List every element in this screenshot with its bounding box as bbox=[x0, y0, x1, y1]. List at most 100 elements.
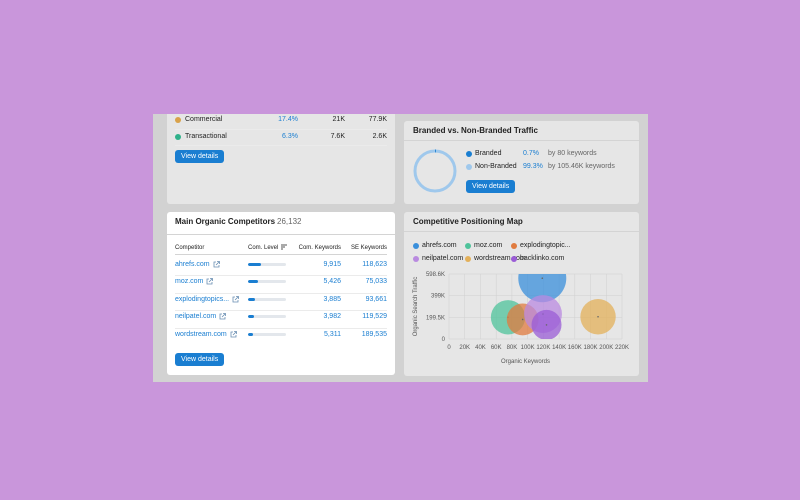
competitor-link[interactable]: explodingtopics... bbox=[175, 295, 230, 303]
divider bbox=[175, 310, 387, 312]
competitor-se-keywords[interactable]: 189,535 bbox=[361, 330, 387, 338]
intent-pct: 6.3% bbox=[282, 133, 298, 140]
divider bbox=[175, 254, 387, 255]
competitor-link[interactable]: ahrefs.com bbox=[175, 261, 210, 268]
intent-keywords: 7.6K bbox=[330, 133, 345, 140]
column-header-keywords[interactable]: Com. Keywords bbox=[298, 245, 341, 251]
legend-item[interactable]: explodingtopic... bbox=[520, 242, 571, 249]
card-title: Main Organic Competitors bbox=[175, 217, 276, 226]
y-tick-label: 399K bbox=[431, 294, 445, 300]
x-tick-label: 140K bbox=[552, 345, 566, 351]
x-tick-label: 180K bbox=[584, 345, 598, 351]
sort-icon[interactable] bbox=[281, 244, 287, 250]
intent-traffic: 2.6K bbox=[372, 133, 387, 140]
intent-label: Commercial bbox=[185, 116, 223, 123]
x-axis-label: Organic Keywords bbox=[501, 359, 550, 365]
competitor-link[interactable]: neilpatel.com bbox=[175, 313, 217, 321]
external-link-icon[interactable] bbox=[206, 278, 213, 285]
divider bbox=[175, 145, 387, 146]
non-branded-pct: 99.3% bbox=[523, 163, 543, 170]
non-branded-detail: by 105.46K keywords bbox=[548, 163, 615, 170]
card-title: Branded vs. Non-Branded Traffic bbox=[413, 126, 538, 135]
competitor-se-keywords[interactable]: 119,529 bbox=[362, 313, 387, 321]
external-link-icon[interactable] bbox=[213, 261, 220, 268]
competition-level-bar bbox=[248, 297, 286, 301]
legend-item[interactable]: moz.com bbox=[474, 242, 503, 249]
divider bbox=[175, 275, 387, 277]
competitor-keywords[interactable]: 5,426 bbox=[323, 278, 341, 286]
organic-competitors-card: Main Organic Competitors 26,132 Competit… bbox=[167, 212, 395, 375]
y-tick-label: 598.6K bbox=[426, 272, 445, 278]
competitor-link[interactable]: wordstream.com bbox=[175, 330, 227, 338]
x-tick-label: 120K bbox=[536, 345, 550, 351]
legend-dot bbox=[413, 243, 419, 249]
legend-item[interactable]: wordstream.com bbox=[474, 255, 526, 262]
branded-pct: 0.7% bbox=[523, 150, 539, 157]
bubble-center-marker bbox=[545, 324, 548, 326]
y-tick-label: 199.5K bbox=[426, 315, 445, 321]
y-tick-label: 0 bbox=[442, 337, 446, 343]
view-details-button[interactable]: View details bbox=[175, 353, 225, 366]
search-intent-card: Commercial 17.4% 21K 77.9K Transactional… bbox=[167, 114, 395, 204]
competitor-link[interactable]: moz.com bbox=[175, 278, 204, 286]
non-branded-dot bbox=[466, 164, 472, 170]
positioning-map-card: Competitive Positioning Map ahrefs.com mo… bbox=[404, 212, 639, 376]
competitor-keywords[interactable]: 3,982 bbox=[323, 313, 341, 321]
divider bbox=[167, 234, 395, 235]
bubble-center-marker bbox=[541, 277, 544, 279]
branded-traffic-card: Branded vs. Non-Branded Traffic Branded … bbox=[404, 121, 639, 204]
competition-level-bar bbox=[248, 280, 286, 284]
divider bbox=[175, 129, 387, 130]
branded-label: Branded bbox=[475, 150, 502, 157]
bubble-ahrefs-com bbox=[518, 274, 567, 303]
legend-dot bbox=[465, 243, 471, 249]
y-axis-label: Organic Search Traffic bbox=[413, 277, 419, 337]
external-link-icon[interactable] bbox=[219, 313, 226, 320]
x-tick-label: 220K bbox=[615, 345, 629, 351]
legend-item[interactable]: ahrefs.com bbox=[422, 242, 457, 249]
bubble-center-marker bbox=[521, 318, 524, 321]
competitor-keywords[interactable]: 5,311 bbox=[324, 330, 341, 338]
competitor-keywords[interactable]: 3,885 bbox=[323, 295, 341, 303]
view-details-button[interactable]: View details bbox=[175, 150, 225, 163]
competitor-keywords[interactable]: 9,915 bbox=[323, 261, 341, 268]
x-tick-label: 40K bbox=[475, 345, 486, 351]
branded-donut-chart bbox=[413, 149, 457, 193]
positioning-scatter-chart: 0 20K 40K 60K 80K 100K 120K 140K 160K 180K 200K 220… bbox=[413, 272, 629, 365]
divider bbox=[175, 327, 387, 329]
divider bbox=[404, 140, 639, 141]
branded-dot bbox=[466, 151, 472, 157]
intent-transactional-dot bbox=[175, 134, 181, 140]
legend-item[interactable]: neilpatel.com bbox=[422, 255, 464, 262]
competitor-se-keywords[interactable]: 118,623 bbox=[362, 261, 387, 268]
column-header-level[interactable]: Com. Level bbox=[248, 245, 279, 251]
legend-dot bbox=[511, 243, 517, 249]
x-tick-label: 60K bbox=[491, 345, 502, 351]
legend-item[interactable]: backlinko.com bbox=[520, 255, 565, 262]
intent-keywords: 21K bbox=[332, 116, 345, 123]
legend-dot bbox=[413, 256, 419, 262]
external-link-icon[interactable] bbox=[230, 330, 237, 338]
x-tick-label: 20K bbox=[459, 345, 470, 351]
intent-pct: 17.4% bbox=[278, 116, 298, 123]
card-title: Competitive Positioning Map bbox=[413, 217, 523, 226]
x-tick-label: 200K bbox=[599, 345, 613, 351]
view-details-button[interactable]: View details bbox=[466, 180, 516, 193]
x-tick-label: 160K bbox=[568, 345, 582, 351]
column-header-competitor[interactable]: Competitor bbox=[175, 245, 205, 251]
column-header-se-keywords[interactable]: SE Keywords bbox=[350, 245, 387, 251]
x-tick-label: 80K bbox=[507, 345, 518, 351]
legend-dot bbox=[465, 256, 471, 262]
competition-level-bar bbox=[248, 332, 286, 336]
intent-traffic: 77.9K bbox=[368, 116, 387, 123]
legend-dot bbox=[511, 256, 517, 262]
intent-label: Transactional bbox=[185, 133, 227, 140]
x-tick-label: 0 bbox=[447, 345, 451, 351]
divider bbox=[404, 231, 639, 232]
divider bbox=[175, 292, 387, 294]
dashboard-frame: Commercial 17.4% 21K 77.9K Transactional… bbox=[153, 114, 648, 382]
external-link-icon[interactable] bbox=[232, 295, 239, 303]
competitor-se-keywords[interactable]: 75,033 bbox=[365, 278, 387, 286]
competitors-count: 26,132 bbox=[277, 217, 302, 226]
competitor-se-keywords[interactable]: 93,661 bbox=[365, 295, 387, 303]
